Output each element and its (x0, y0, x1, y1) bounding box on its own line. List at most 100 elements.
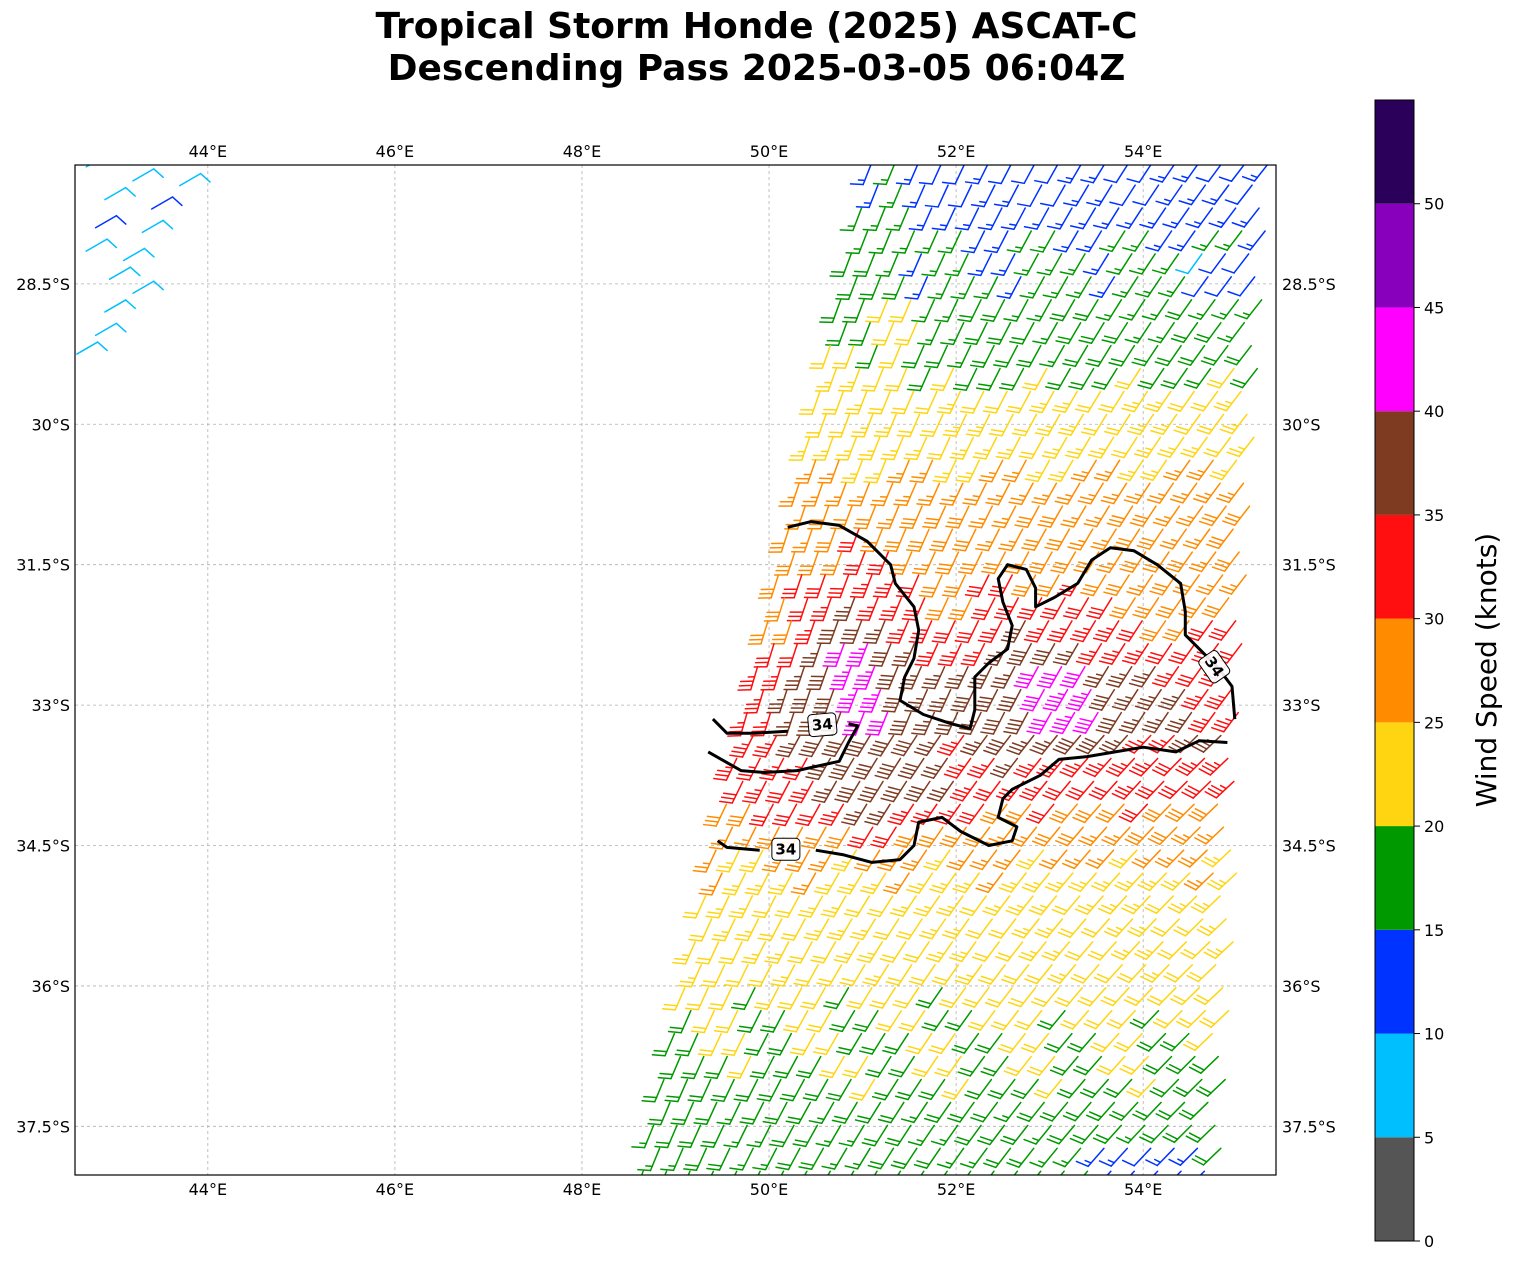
wind-barb (1131, 849, 1162, 869)
wind-barb (1006, 230, 1032, 253)
wind-barb (1098, 643, 1126, 665)
wind-barb (1098, 895, 1128, 915)
wind-barb (780, 574, 803, 599)
wind-barb (1134, 780, 1165, 800)
wind-barb (872, 574, 897, 598)
wind-barb (1065, 688, 1092, 712)
wind-barb (1152, 1009, 1183, 1029)
wind-barb (975, 367, 1001, 391)
wind-barb (942, 413, 968, 437)
wind-barb (1188, 803, 1219, 822)
wind-barb (754, 826, 780, 850)
wind-barb (941, 1078, 969, 1100)
wind-barb (683, 1147, 708, 1171)
wind-barb (934, 551, 960, 575)
wind-barb (1213, 390, 1242, 412)
wind-barb (1033, 1078, 1063, 1099)
wind-barb (702, 803, 728, 827)
wind-barb (1060, 1170, 1065, 1175)
wind-barb (870, 482, 894, 507)
contour-line (711, 718, 788, 735)
wind-barb (798, 390, 821, 415)
wind-barb (954, 964, 983, 985)
wind-barb (1103, 1078, 1133, 1098)
wind-barb (1183, 367, 1212, 389)
wind-barb (747, 964, 773, 987)
wind-barb (637, 1147, 661, 1172)
wind-barb (1103, 574, 1130, 597)
wind-barb (1067, 1032, 1097, 1053)
wind-barb (1231, 207, 1260, 228)
wind-barb (1141, 711, 1169, 734)
wind-barb (752, 734, 778, 758)
wind-barb (824, 826, 851, 849)
wind-barb (919, 413, 944, 438)
wind-barb (1195, 1078, 1226, 1097)
wind-barb (825, 1078, 852, 1101)
colorbar-bin (1375, 411, 1414, 515)
wind-barb (716, 1101, 741, 1125)
wind-barb (1167, 895, 1198, 914)
wind-barb (928, 1032, 956, 1055)
wind-barb (765, 780, 791, 804)
wind-barb (688, 918, 713, 942)
wind-barb (1105, 757, 1136, 777)
wind-barb (1064, 436, 1091, 459)
wind-barb (660, 1147, 684, 1172)
wind-barb (877, 1101, 905, 1124)
wind-barb (826, 918, 853, 941)
wind-barb (1203, 436, 1232, 458)
wind-barb (1039, 1101, 1069, 1122)
wind-barb (1110, 436, 1138, 459)
wind-barb (1162, 207, 1190, 229)
wind-barb (1160, 872, 1191, 891)
wind-barb (721, 872, 747, 896)
wind-barb (864, 803, 891, 826)
wind-barb (875, 253, 899, 277)
wind-barb (748, 803, 774, 827)
wind-barb (754, 987, 780, 1010)
lat-tick-label-right: 37.5°S (1282, 1117, 1336, 1136)
wind-barb (1164, 803, 1195, 822)
wind-barb (819, 299, 842, 324)
wind-barb (894, 321, 918, 346)
wind-barb (1180, 941, 1211, 960)
wind-barb (1178, 1101, 1209, 1120)
wind-barb (1001, 459, 1027, 483)
wind-barb (1141, 299, 1169, 321)
wind-barb (947, 597, 973, 621)
wind-barb (1207, 872, 1238, 891)
wind-barb (1208, 207, 1237, 228)
wind-barb (707, 987, 733, 1011)
wind-barb (993, 184, 1020, 208)
wind-barb (828, 757, 855, 780)
wind-barb (939, 482, 964, 506)
wind-barb (825, 321, 848, 346)
wind-barb (1129, 1009, 1160, 1029)
wind-barb (1092, 620, 1120, 642)
wind-barb (1008, 482, 1034, 506)
wind-barb (990, 757, 1019, 779)
colorbar-tick-label: 35 (1424, 506, 1444, 525)
wind-barb (1114, 872, 1144, 892)
wind-barb (812, 688, 835, 713)
wind-barb (770, 964, 796, 987)
colorbar-frame (1374, 99, 1415, 1242)
wind-barb (851, 757, 878, 780)
wind-barb (744, 872, 770, 896)
wind-barb (1162, 1124, 1193, 1144)
wind-barb (823, 987, 850, 1010)
wind-barb (1049, 299, 1076, 322)
wind-barb (865, 299, 889, 323)
wind-barb (1191, 1147, 1222, 1166)
wind-barb (1172, 574, 1201, 596)
wind-barb (1134, 436, 1162, 459)
wind-barb (844, 390, 868, 415)
wind-barb (1078, 826, 1108, 847)
wind-barb (832, 597, 856, 622)
wind-barb (1005, 390, 1032, 414)
wind-barb (1080, 574, 1107, 597)
wind-barb (1186, 459, 1214, 481)
wind-barb (1074, 895, 1104, 915)
wind-barb (1041, 941, 1071, 962)
